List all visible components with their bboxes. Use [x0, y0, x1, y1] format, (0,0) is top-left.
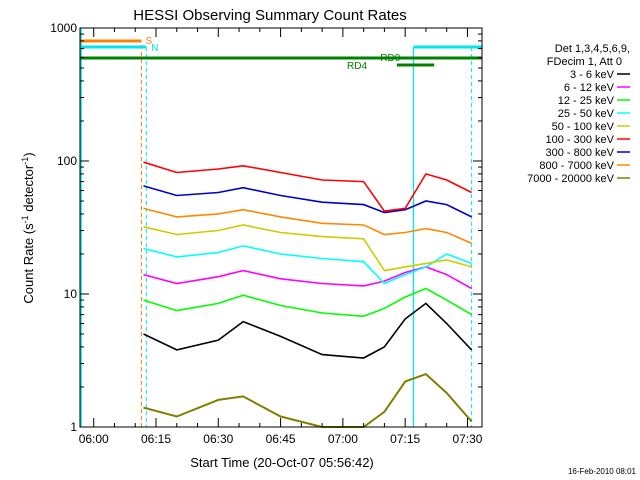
y-tick-label: 100	[57, 154, 77, 168]
x-tick-label: 07:30	[452, 432, 482, 446]
x-tick-label: 07:00	[328, 432, 358, 446]
rd0-flag-label: RD0	[380, 53, 400, 64]
legend-entry-label: 300 - 800 keV	[546, 147, 615, 159]
x-axis: 06:00 06:15 06:30 06:45 07:00 07:15 07:30	[79, 28, 483, 446]
legend: Det 1,3,4,5,6,9, FDecim 1, Att 0 3 - 6 k…	[527, 43, 630, 185]
rd4-flag-label: RD4	[347, 61, 367, 72]
y-tick-label: 1000	[50, 21, 77, 35]
y-axis-label-sup1: -1	[20, 215, 30, 223]
y-tick-label: 10	[64, 287, 78, 301]
series-layer	[143, 161, 473, 428]
x-tick-label: 06:45	[266, 432, 296, 446]
series-line-4	[143, 224, 472, 272]
legend-entry-label: 50 - 100 keV	[552, 121, 615, 133]
x-tick-label: 07:15	[390, 432, 420, 446]
saa-flag-label: S	[145, 36, 152, 47]
y-axis-label-sup2: -1	[20, 157, 30, 165]
x-tick-label: 06:15	[141, 432, 171, 446]
series-line-6	[143, 185, 472, 218]
series-line-0	[143, 302, 473, 359]
y-tick-label: 1	[70, 420, 77, 434]
chart-title: HESSI Observing Summary Count Rates	[133, 7, 406, 24]
series-line-7	[143, 207, 472, 245]
legend-entry-label: 100 - 300 keV	[546, 134, 615, 146]
series-line-8	[143, 372, 473, 428]
footer-date: 16-Feb-2010 08:01	[568, 467, 637, 476]
legend-entry-label: 6 - 12 keV	[564, 82, 615, 94]
legend-entry-label: 7000 - 20000 keV	[527, 173, 615, 185]
y-axis-label: Count Rate (s-1 detector-1)	[20, 152, 36, 303]
y-axis: 1 10 100 1000	[50, 21, 482, 434]
series-line-2	[143, 287, 473, 318]
x-axis-label: Start Time (20-Oct-07 05:56:42)	[190, 455, 374, 470]
y-axis-label-mid: detector	[21, 164, 36, 215]
plot-frame	[79, 27, 483, 428]
y-axis-label-end: )	[21, 152, 36, 156]
x-tick-label: 06:30	[203, 432, 233, 446]
legend-header-1: Det 1,3,4,5,6,9,	[555, 43, 630, 55]
legend-entry-label: 3 - 6 keV	[570, 69, 615, 81]
y-axis-label-main: Count Rate (s	[21, 223, 36, 304]
series-line-3	[143, 245, 472, 285]
observation-flags: SN RD0 RD4	[80, 28, 482, 427]
legend-entry-label: 800 - 7000 keV	[539, 160, 614, 172]
legend-header-2: FDecim 1, Att 0	[547, 56, 622, 68]
x-tick-label: 06:00	[79, 432, 109, 446]
legend-entry-label: 25 - 50 keV	[558, 108, 615, 120]
series-line-5	[143, 161, 472, 212]
series-line-1	[143, 266, 472, 290]
night-flag-label: N	[151, 43, 158, 54]
legend-entry-label: 12 - 25 keV	[558, 95, 615, 107]
